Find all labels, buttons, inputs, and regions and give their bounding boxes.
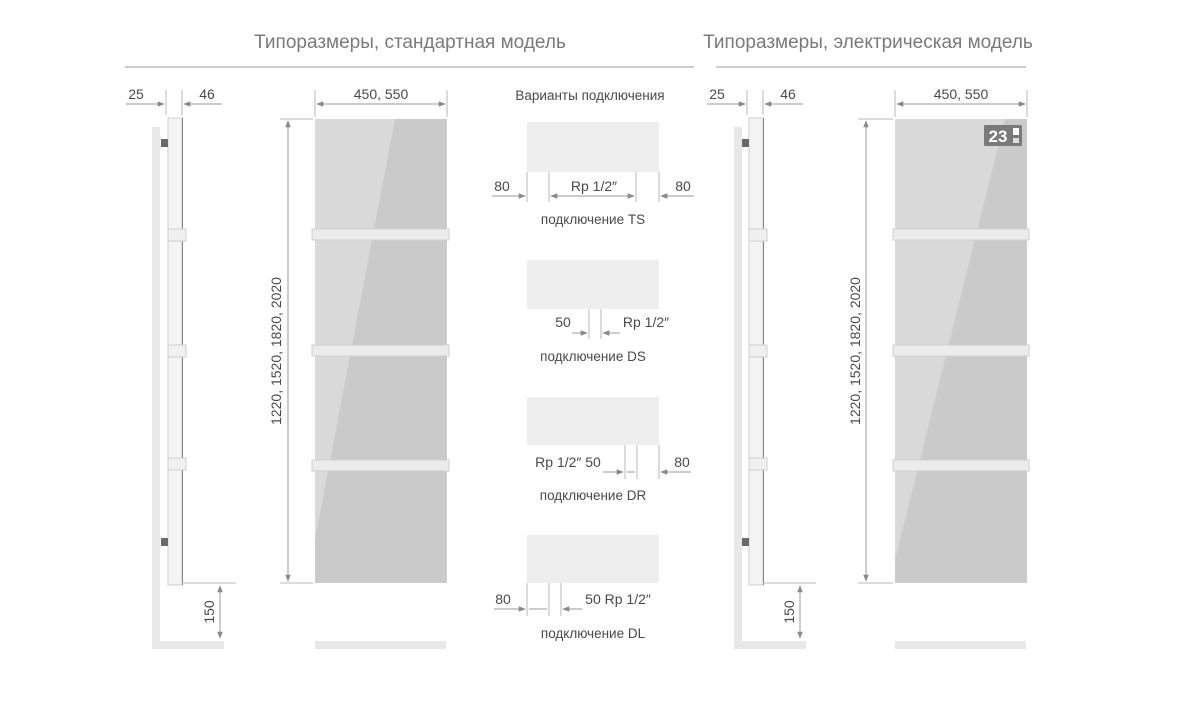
standard-front-view: 450, 550 1220, 1520, 1820, 2020 <box>268 86 450 649</box>
height-dim: 1220, 1520, 1820, 2020 <box>847 277 863 425</box>
connection-ds: 50 Rp 1/2″ подключение DS <box>527 260 669 364</box>
floor <box>152 641 224 649</box>
towel-bar <box>311 459 450 472</box>
ds-right-dim: Rp 1/2″ <box>623 314 669 330</box>
wall-bracket-bottom <box>742 538 749 546</box>
floor-clearance-dim: 150 <box>781 600 797 624</box>
ds-caption: подключение DS <box>540 349 646 364</box>
side-depth-dim-right: 46 <box>199 86 215 102</box>
ts-right-dim: 80 <box>675 178 691 194</box>
dl-right-dim: 50 Rp 1/2″ <box>585 591 651 607</box>
connection-ts: 80 Rp 1/2″ 80 подключение TS <box>492 122 694 227</box>
width-dim: 450, 550 <box>354 86 409 102</box>
height-dim: 1220, 1520, 1820, 2020 <box>268 277 284 425</box>
dr-right-dim: 80 <box>674 454 690 470</box>
panel-bottom <box>527 397 659 445</box>
dl-left-dim: 80 <box>495 591 511 607</box>
towel-bar <box>892 228 1030 241</box>
standard-side-view: 25 46 150 <box>126 86 236 649</box>
towel-bar-side <box>167 344 187 358</box>
ts-mid-dim: Rp 1/2″ <box>571 178 617 194</box>
panel-bottom <box>527 260 659 309</box>
connection-dr: Rp 1/2″ 50 80 подключение DR <box>527 397 691 503</box>
ds-left-dim: 50 <box>555 314 571 330</box>
wall-bracket-top <box>161 139 168 147</box>
display-indicator-icon <box>1013 128 1019 135</box>
wall <box>734 127 742 649</box>
floor-clearance-dim: 150 <box>201 600 217 624</box>
display-background <box>984 125 1022 146</box>
side-depth-dim-left: 25 <box>709 86 725 102</box>
connections-heading: Варианты подключения <box>515 88 664 103</box>
connection-variants: Варианты подключения 80 Rp 1/2″ 80 подкл… <box>492 88 694 641</box>
ts-caption: подключение TS <box>541 212 645 227</box>
panel-bottom <box>527 535 659 583</box>
towel-bar-side <box>748 344 768 358</box>
electric-side-view: 25 46 150 <box>707 86 816 649</box>
electric-model-title: Типоразмеры, электрическая модель <box>703 32 1033 53</box>
towel-bar <box>311 344 450 357</box>
dr-left-dim: Rp 1/2″ 50 <box>535 454 601 470</box>
temperature-readout: 23 <box>989 127 1008 146</box>
ts-left-dim: 80 <box>494 178 510 194</box>
towel-bar-side <box>167 228 187 242</box>
thermostat-display: 23 <box>984 125 1022 146</box>
side-depth-dim-left: 25 <box>128 86 144 102</box>
side-depth-dim-right: 46 <box>780 86 796 102</box>
towel-bar <box>892 344 1030 357</box>
width-dim: 450, 550 <box>934 86 989 102</box>
electric-front-view: 23 450, 550 1220, 1520, 1820, 2020 <box>847 86 1030 649</box>
display-indicator-icon <box>1013 138 1019 143</box>
floor <box>734 641 806 649</box>
towel-bar <box>311 228 450 241</box>
connection-dl: 80 50 Rp 1/2″ подключение DL <box>494 535 659 641</box>
towel-bar-side <box>748 228 768 242</box>
dr-caption: подключение DR <box>540 488 647 503</box>
wall <box>152 127 160 649</box>
wall-bracket-top <box>742 139 749 147</box>
towel-bar-side <box>167 457 187 471</box>
towel-bar <box>892 459 1030 472</box>
dl-caption: подключение DL <box>541 626 646 641</box>
panel-bottom <box>527 122 659 172</box>
standard-model-title: Типоразмеры, стандартная модель <box>254 32 566 53</box>
wall-bracket-bottom <box>161 538 168 546</box>
towel-bar-side <box>748 457 768 471</box>
